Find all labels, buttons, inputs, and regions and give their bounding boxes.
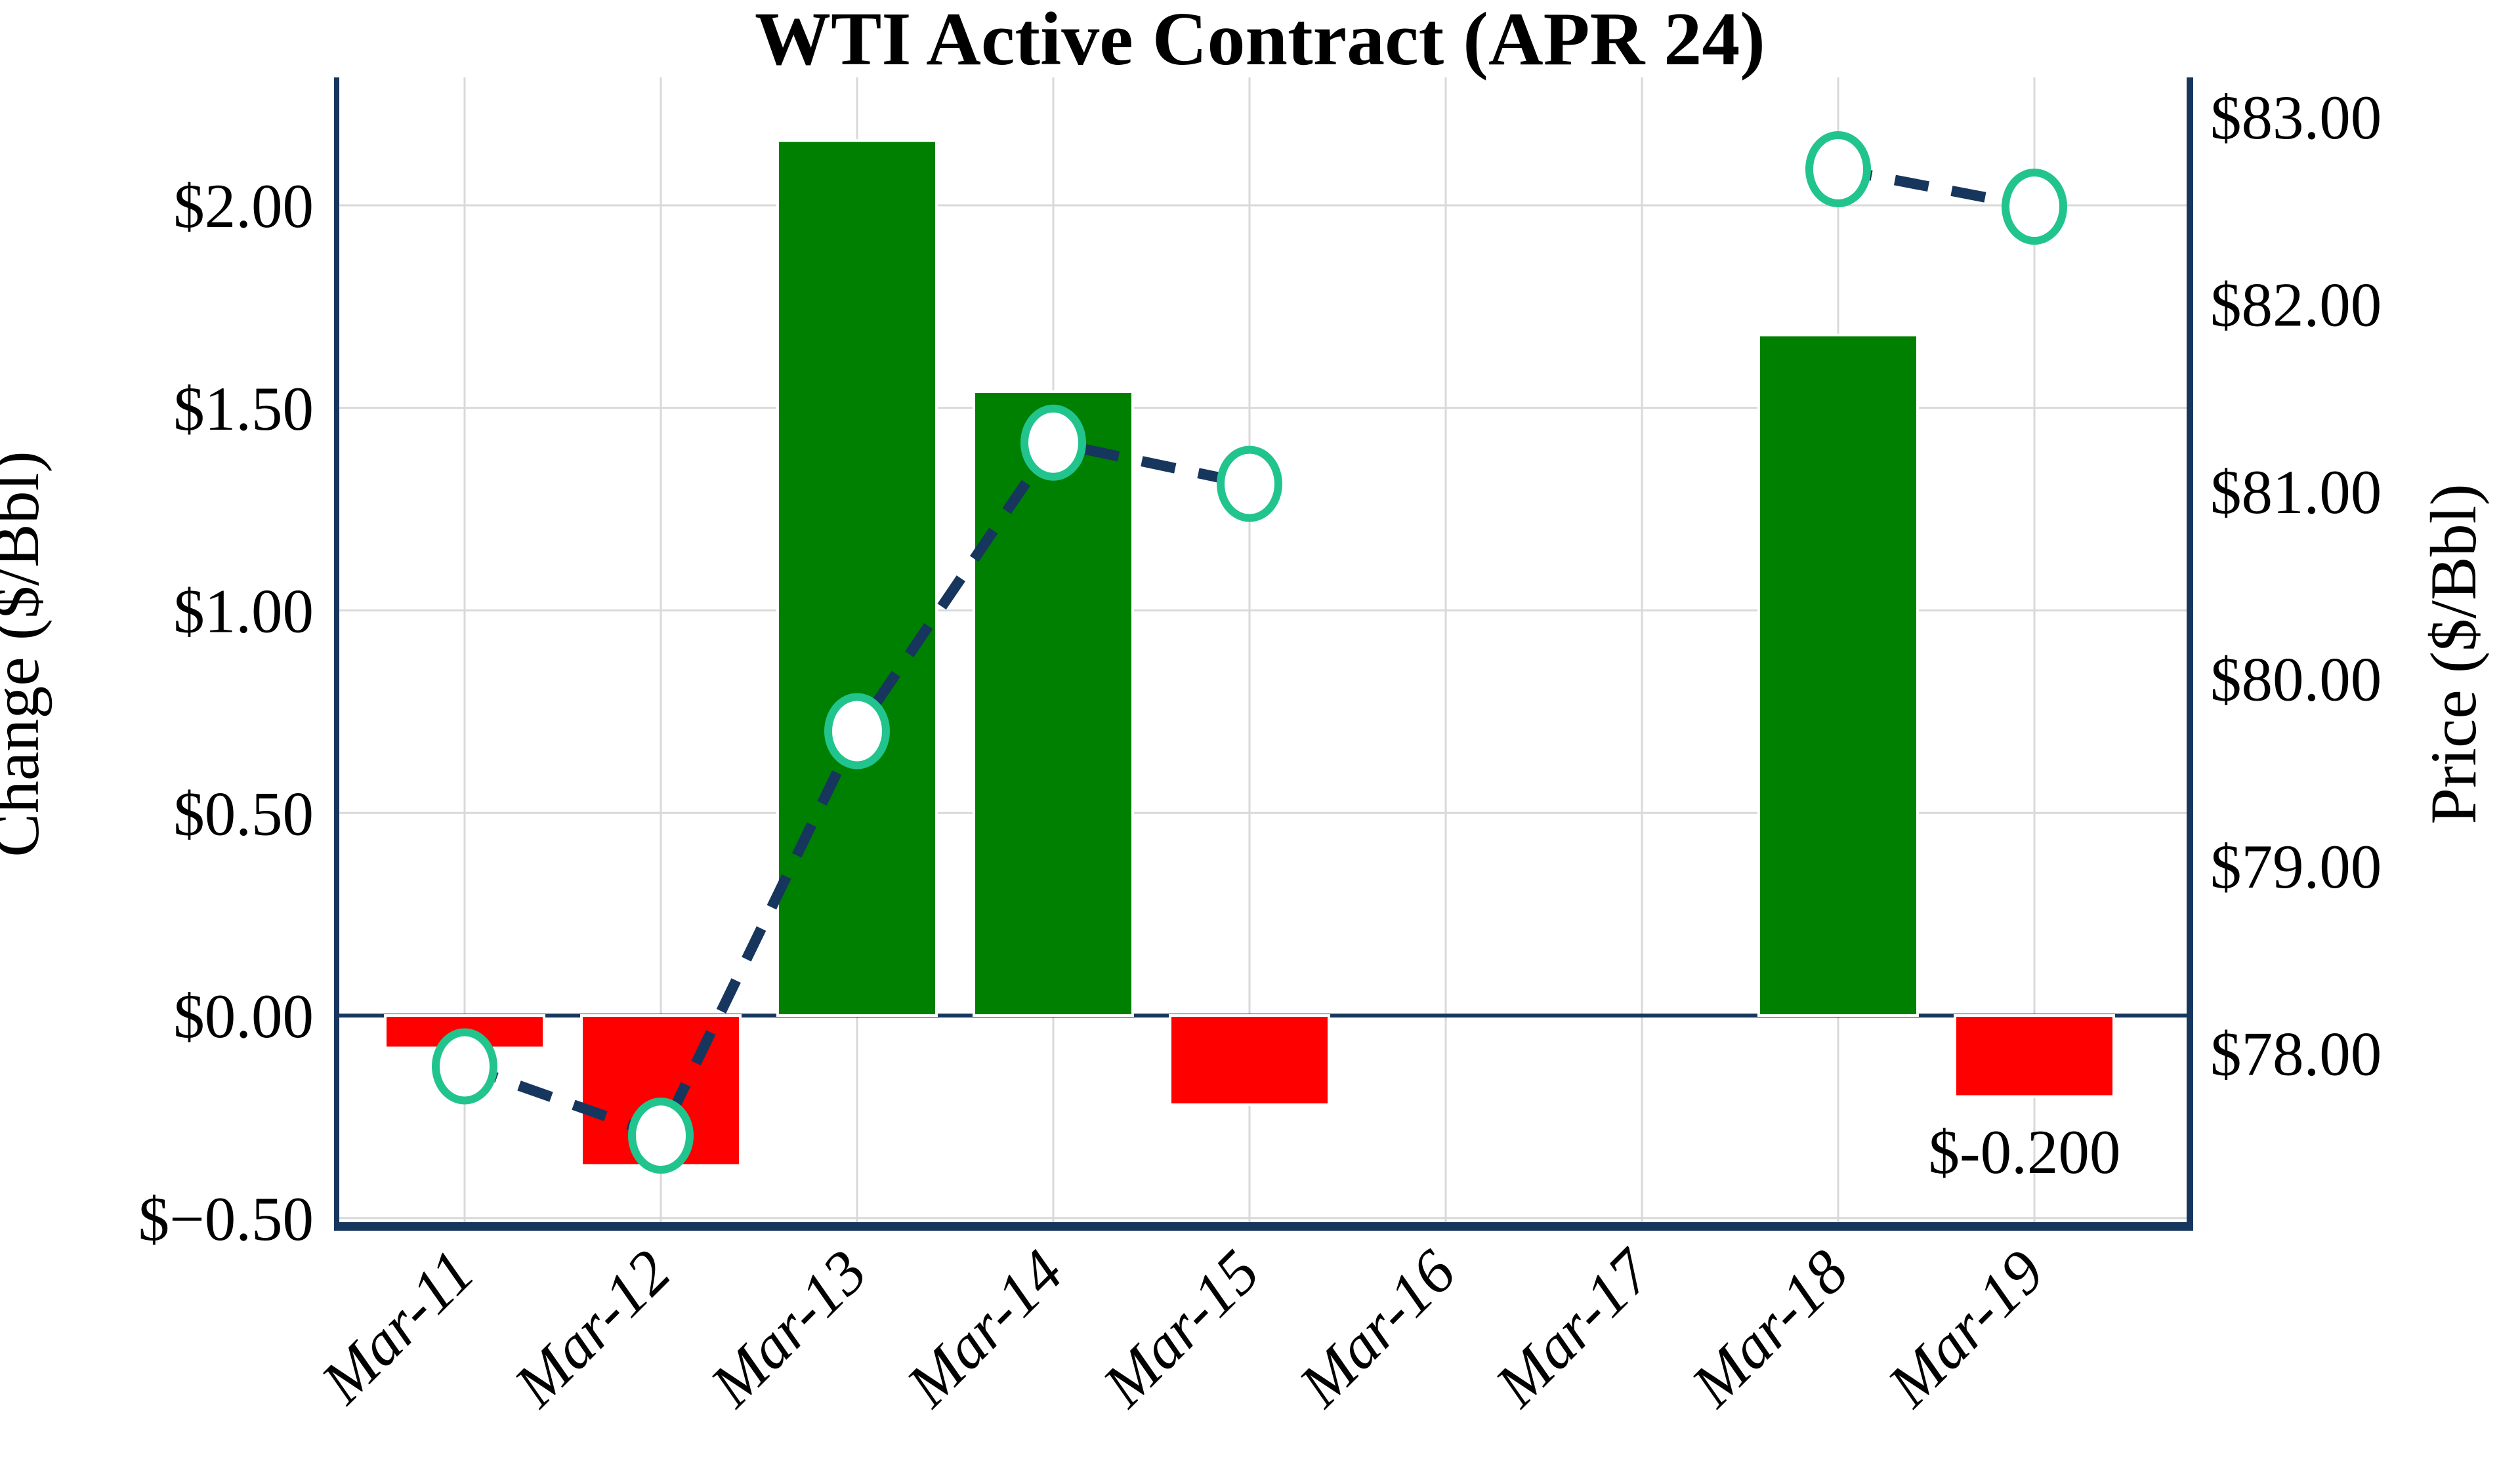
price-marker bbox=[1805, 131, 1871, 207]
price-marker bbox=[824, 693, 890, 770]
left-tick-label: $−0.50 bbox=[138, 1184, 314, 1254]
change-bar-up bbox=[1757, 333, 1919, 1018]
right-spine bbox=[2187, 77, 2193, 1231]
right-tick-label: $80.00 bbox=[2210, 645, 2382, 714]
x-tick-label: Mar-18 bbox=[1677, 1237, 1861, 1420]
chart-title: WTI Active Contract (APR 24) bbox=[755, 0, 1765, 81]
price-marker bbox=[1217, 445, 1282, 522]
left-spine bbox=[334, 77, 339, 1231]
bottom-spine bbox=[334, 1222, 2193, 1231]
x-tick-label: Mar-13 bbox=[696, 1237, 880, 1420]
x-tick-label: Mar-15 bbox=[1089, 1237, 1272, 1420]
left-tick-label: $0.00 bbox=[173, 981, 314, 1051]
left-tick-label: $1.00 bbox=[173, 577, 314, 646]
right-tick-labels: $83.00 $82.00 $81.00 $80.00 $79.00 $78.00 bbox=[2210, 83, 2382, 1089]
right-axis-title: Price ($/Bbl) bbox=[2417, 483, 2490, 824]
x-tick-labels: Mar-11 Mar-12 Mar-13 Mar-14 Mar-15 Mar-16 Mar-… bbox=[307, 1235, 2057, 1420]
x-tick-label: Mar-17 bbox=[1481, 1235, 1667, 1420]
left-tick-label: $2.00 bbox=[173, 171, 314, 241]
change-bar-down bbox=[1169, 1014, 1330, 1106]
price-markers bbox=[432, 131, 2067, 1174]
x-tick-label: Mar-19 bbox=[1874, 1237, 2057, 1420]
x-tick-label: Mar-14 bbox=[892, 1237, 1076, 1420]
price-marker bbox=[2002, 169, 2067, 245]
x-tick-label: Mar-16 bbox=[1285, 1237, 1469, 1421]
price-marker bbox=[628, 1098, 694, 1174]
bar-value-annotation: $-0.200 bbox=[1929, 1117, 2121, 1187]
left-tick-label: $0.50 bbox=[173, 779, 314, 848]
price-line-segment bbox=[1837, 164, 2036, 212]
right-tick-label: $81.00 bbox=[2210, 457, 2382, 527]
price-marker bbox=[1020, 404, 1086, 481]
change-bar-down bbox=[1954, 1014, 2115, 1098]
right-tick-label: $79.00 bbox=[2210, 832, 2382, 901]
left-tick-labels: $2.00 $1.50 $1.00 $0.50 $0.00 $−0.50 bbox=[138, 171, 314, 1254]
change-bar-up bbox=[973, 390, 1134, 1017]
right-tick-label: $78.00 bbox=[2210, 1019, 2382, 1089]
price-marker bbox=[432, 1028, 497, 1105]
left-axis-title: Change ($/Bbl) bbox=[0, 451, 52, 857]
left-tick-label: $1.50 bbox=[173, 374, 314, 443]
right-tick-label: $82.00 bbox=[2210, 270, 2382, 340]
x-tick-label: Mar-12 bbox=[500, 1237, 684, 1420]
change-bar-up bbox=[776, 139, 938, 1018]
right-tick-label: $83.00 bbox=[2210, 83, 2382, 152]
change-bars bbox=[384, 139, 2115, 1167]
x-tick-label: Mar-11 bbox=[307, 1237, 488, 1417]
